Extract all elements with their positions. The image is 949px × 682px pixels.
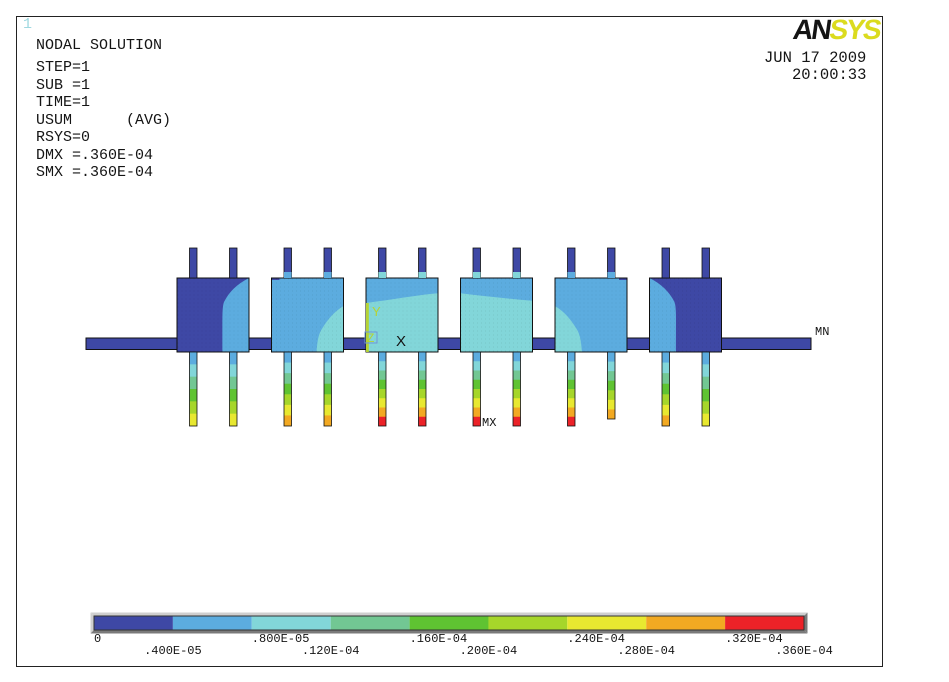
svg-text:Y: Y: [372, 304, 381, 319]
svg-text:MN: MN: [815, 325, 829, 339]
svg-text:.160E-04: .160E-04: [410, 632, 468, 646]
svg-text:0: 0: [94, 632, 101, 646]
svg-text:.240E-04: .240E-04: [567, 632, 625, 646]
svg-text:Z: Z: [367, 331, 374, 345]
svg-text:MX: MX: [482, 416, 496, 430]
svg-text:.120E-04: .120E-04: [302, 644, 360, 658]
svg-text:.320E-04: .320E-04: [725, 632, 783, 646]
svg-text:.800E-05: .800E-05: [252, 632, 310, 646]
svg-text:X: X: [396, 333, 406, 350]
svg-text:.360E-04: .360E-04: [775, 644, 833, 658]
svg-text:.200E-04: .200E-04: [460, 644, 518, 658]
svg-text:.280E-04: .280E-04: [617, 644, 675, 658]
svg-text:.400E-05: .400E-05: [144, 644, 202, 658]
